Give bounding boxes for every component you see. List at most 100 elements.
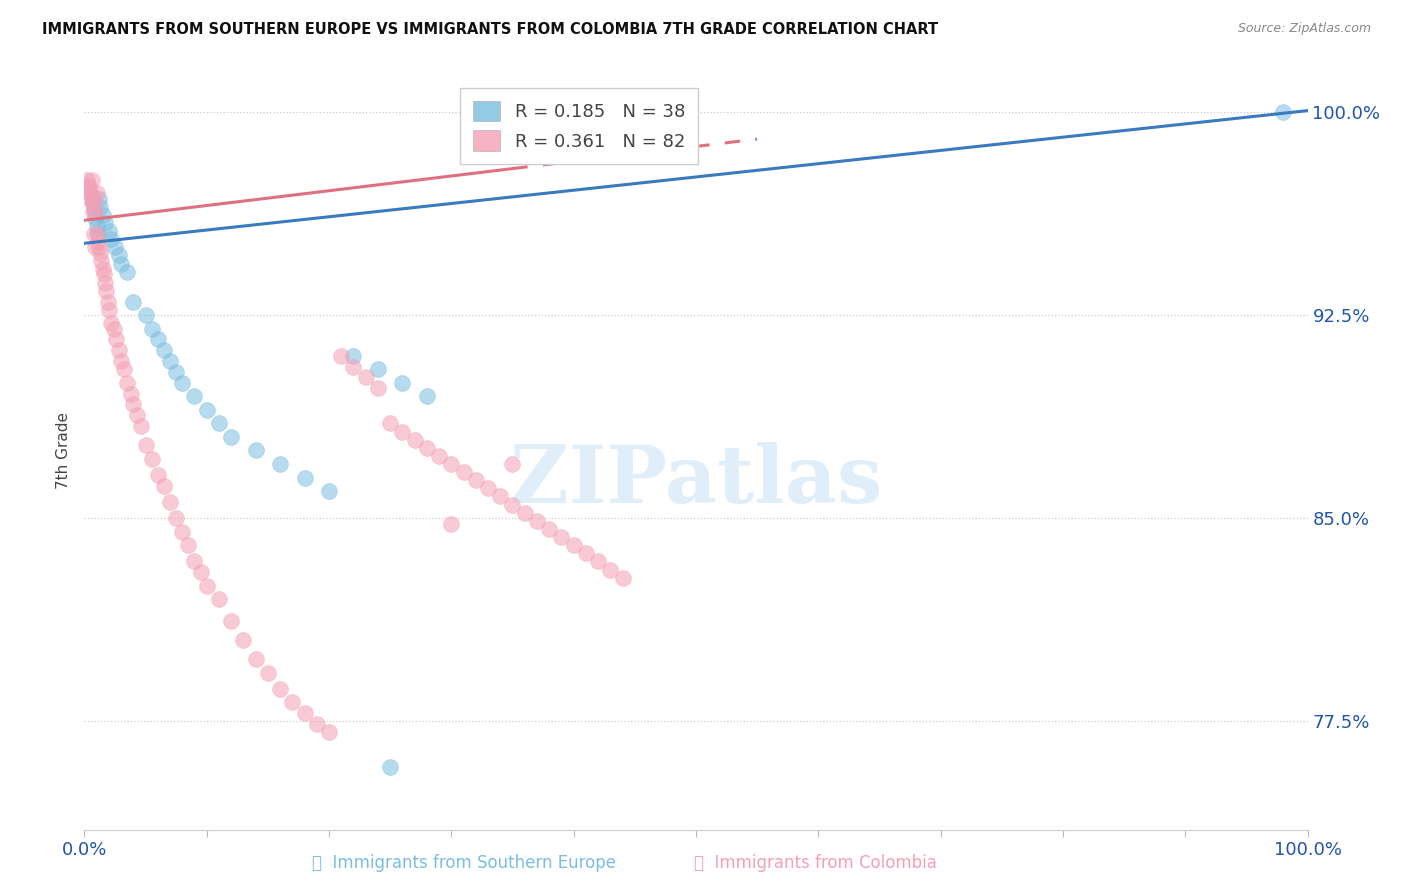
Point	[159, 495, 181, 509]
Point	[110, 354, 132, 368]
Point	[440, 516, 463, 531]
Point	[477, 481, 499, 495]
Point	[318, 725, 340, 739]
Point	[120, 386, 142, 401]
Point	[96, 284, 118, 298]
Point	[97, 294, 120, 309]
Point	[427, 449, 450, 463]
Point	[380, 760, 402, 774]
Y-axis label: 7th Grade: 7th Grade	[56, 412, 72, 489]
Point	[97, 302, 120, 317]
Point	[219, 430, 242, 444]
Point	[90, 253, 112, 268]
Point	[416, 441, 439, 455]
Point	[208, 592, 231, 607]
Point	[105, 333, 128, 347]
Point	[245, 443, 267, 458]
Point	[257, 665, 280, 680]
Point	[440, 457, 463, 471]
Point	[294, 470, 316, 484]
Point	[86, 219, 108, 233]
Point	[513, 506, 536, 520]
Point	[502, 498, 524, 512]
Point	[87, 240, 110, 254]
Point	[453, 465, 475, 479]
Point	[87, 235, 110, 249]
Point	[416, 389, 439, 403]
Text: IMMIGRANTS FROM SOUTHERN EUROPE VS IMMIGRANTS FROM COLOMBIA 7TH GRADE CORRELATIO: IMMIGRANTS FROM SOUTHERN EUROPE VS IMMIG…	[42, 22, 938, 37]
Point	[82, 205, 104, 219]
Point	[380, 417, 402, 431]
Point	[84, 205, 107, 219]
Point	[129, 419, 152, 434]
Point	[165, 365, 187, 379]
Point	[141, 451, 163, 466]
Point	[94, 216, 117, 230]
Point	[87, 192, 110, 206]
Point	[79, 186, 101, 201]
Point	[294, 706, 316, 720]
Point	[1272, 105, 1295, 120]
Point	[146, 333, 169, 347]
Point	[91, 262, 114, 277]
Legend: R = 0.185   N = 38, R = 0.361   N = 82: R = 0.185 N = 38, R = 0.361 N = 82	[460, 88, 697, 164]
Point	[79, 192, 101, 206]
Point	[599, 563, 621, 577]
Point	[318, 484, 340, 499]
Point	[89, 245, 111, 260]
Text: ZIPatlas: ZIPatlas	[510, 442, 882, 520]
Point	[342, 359, 364, 374]
Point	[107, 343, 129, 358]
Point	[84, 240, 107, 254]
Point	[245, 652, 267, 666]
Point	[208, 417, 231, 431]
Point	[177, 538, 200, 552]
Point	[87, 227, 110, 241]
Point	[281, 695, 304, 709]
Point	[86, 186, 108, 201]
Point	[84, 211, 107, 225]
Point	[86, 227, 108, 241]
Point	[89, 200, 111, 214]
Point	[538, 522, 561, 536]
Point	[342, 349, 364, 363]
Point	[575, 546, 598, 560]
Point	[122, 294, 145, 309]
Point	[112, 362, 135, 376]
Point	[305, 717, 328, 731]
Text: Source: ZipAtlas.com: Source: ZipAtlas.com	[1237, 22, 1371, 36]
Point	[404, 433, 426, 447]
Point	[502, 457, 524, 471]
Point	[190, 566, 212, 580]
Point	[391, 425, 413, 439]
Point	[183, 389, 205, 403]
Point	[391, 376, 413, 390]
Point	[115, 265, 138, 279]
Point	[125, 409, 148, 423]
Point	[562, 538, 585, 552]
Point	[115, 376, 138, 390]
Point	[172, 376, 194, 390]
Point	[100, 316, 122, 330]
Point	[489, 490, 512, 504]
Point	[82, 194, 104, 209]
Point	[76, 172, 98, 186]
Point	[367, 381, 389, 395]
Point	[550, 530, 572, 544]
Point	[91, 208, 114, 222]
Point	[97, 224, 120, 238]
Point	[464, 473, 486, 487]
Point	[269, 457, 291, 471]
Point	[330, 349, 353, 363]
Point	[586, 554, 609, 568]
Point	[165, 511, 187, 525]
Point	[146, 467, 169, 482]
Point	[100, 232, 122, 246]
Point	[526, 514, 548, 528]
Point	[612, 571, 634, 585]
Point	[82, 197, 104, 211]
Point	[183, 554, 205, 568]
Point	[232, 632, 254, 647]
Point	[83, 227, 105, 241]
Point	[269, 681, 291, 696]
